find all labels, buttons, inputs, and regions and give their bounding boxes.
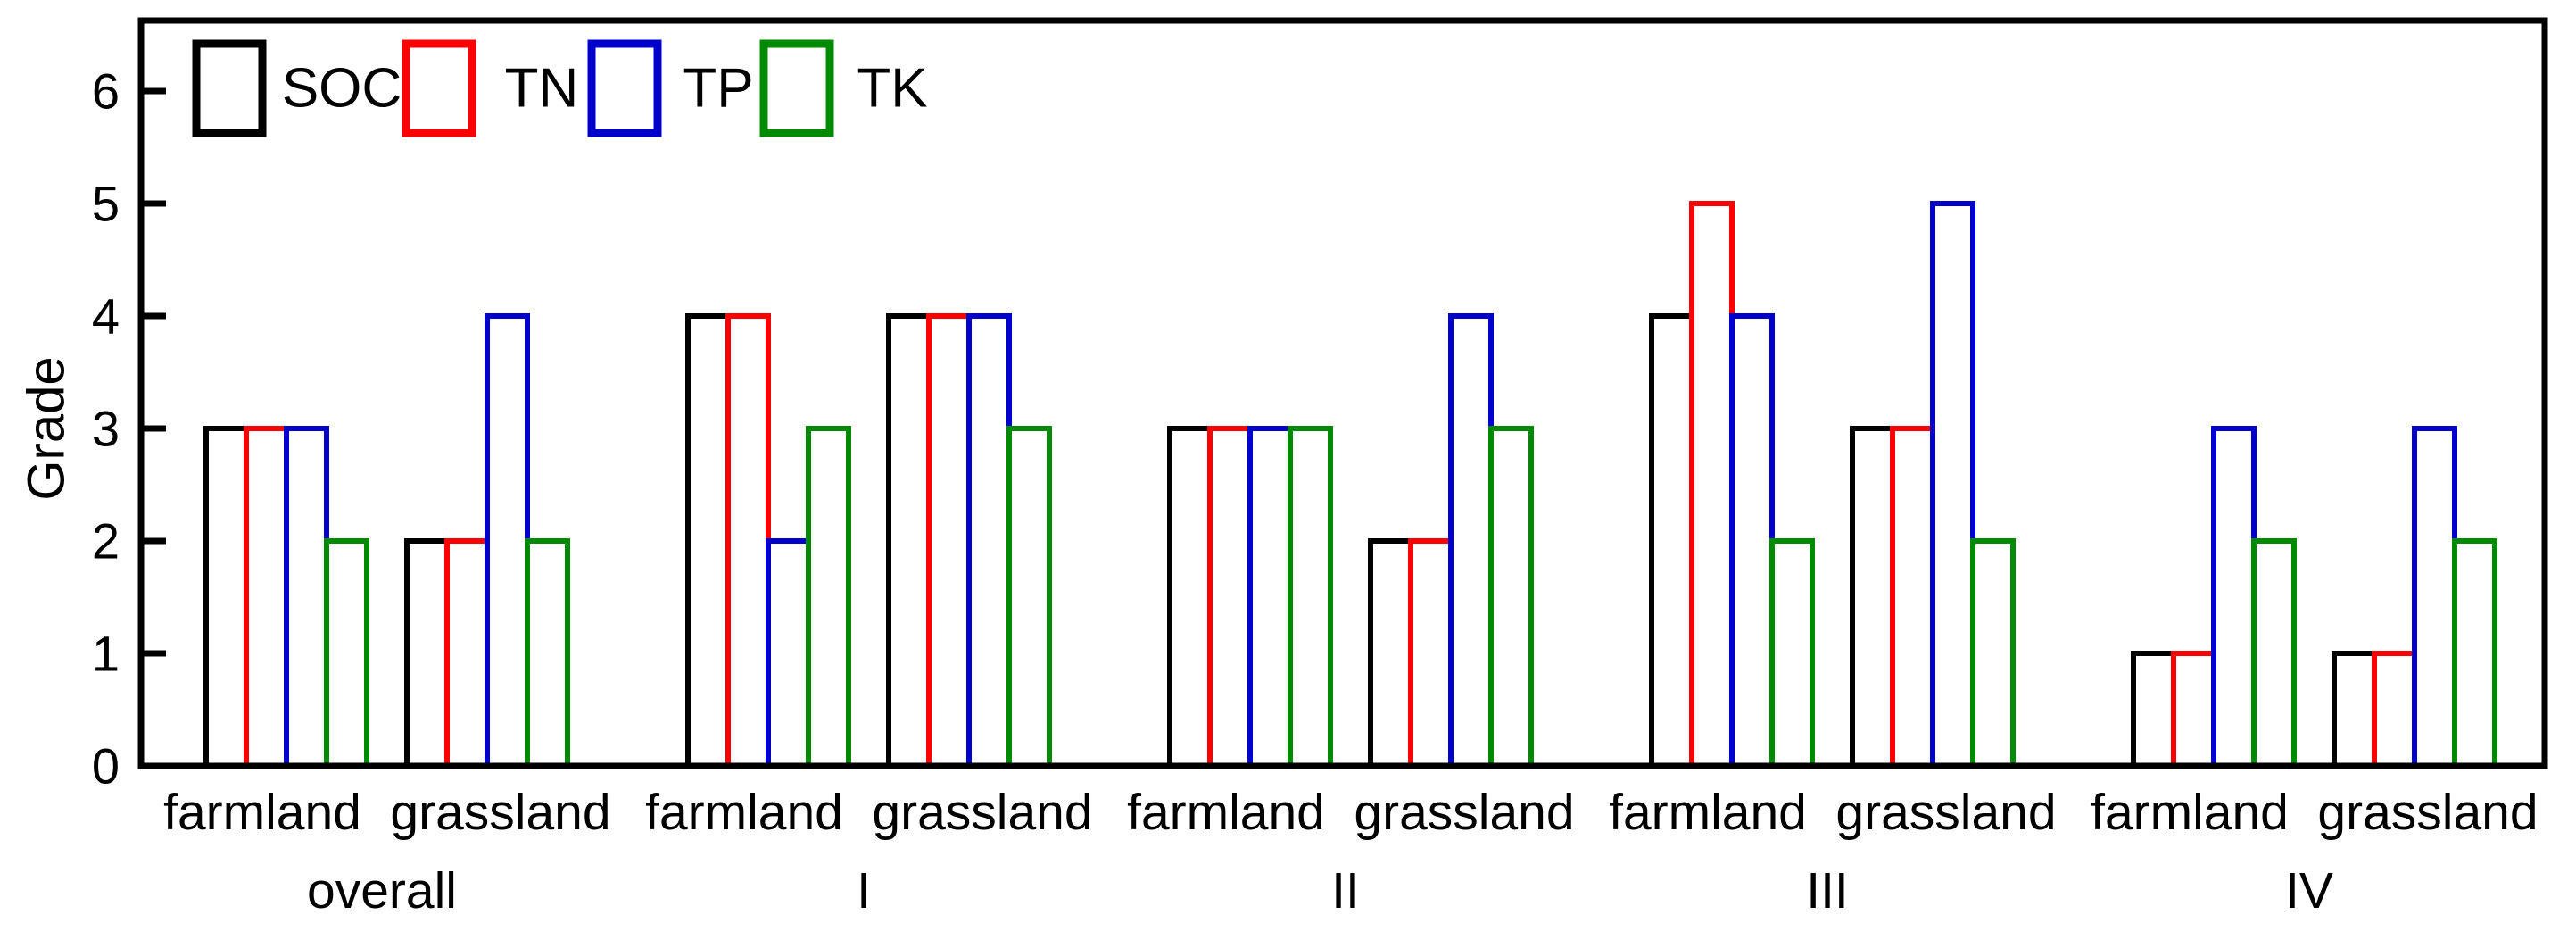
y-tick-label-3: 3 [92, 401, 120, 457]
y-axis-title: Grade [18, 356, 76, 500]
y-tick-label-4: 4 [92, 288, 120, 345]
bar-tk-II-farmland [1288, 426, 1333, 769]
x-label-farmland-I: farmland [645, 784, 843, 841]
bar-soc-I-grassland [886, 313, 932, 769]
bar-tk-I-grassland [1006, 426, 1052, 769]
bar-tk-III-farmland [1769, 538, 1815, 769]
legend-swatch-soc [192, 39, 267, 137]
x-label-grassland-IV: grassland [2317, 784, 2538, 841]
bar-tp-II-farmland [1247, 426, 1293, 769]
bar-tp-IV-grassland [2412, 426, 2457, 769]
x-label-grassland-III: grassland [1835, 784, 2056, 841]
bar-tn-II-farmland [1207, 426, 1253, 769]
x-group-label-IV: IV [2285, 862, 2333, 919]
bar-tk-I-farmland [806, 426, 851, 769]
bar-tp-I-farmland [766, 538, 811, 769]
x-label-farmland-III: farmland [1609, 784, 1807, 841]
legend-label-tk: TK [857, 58, 927, 120]
x-label-farmland-IV: farmland [2091, 784, 2289, 841]
legend-item-tk: TK [759, 39, 928, 137]
x-group-label-overall: overall [307, 862, 457, 919]
x-label-grassland-overall: grassland [390, 784, 610, 841]
legend-item-tn: TN [402, 39, 579, 137]
bar-tp-III-grassland [1930, 201, 1975, 769]
bar-tn-I-grassland [926, 313, 972, 769]
bar-tn-I-farmland [725, 313, 771, 769]
legend-swatch-tk [759, 39, 834, 137]
legend-item-tp: TP [587, 39, 754, 137]
bar-soc-IV-farmland [2131, 651, 2176, 769]
legend-label-tn: TN [505, 58, 579, 120]
bar-soc-overall-farmland [203, 426, 249, 769]
plot-frame [137, 17, 2548, 769]
bar-tk-III-grassland [1970, 538, 2016, 769]
bar-tn-IV-farmland [2171, 651, 2216, 769]
bar-tk-overall-farmland [324, 538, 369, 769]
bar-soc-II-farmland [1167, 426, 1213, 769]
bar-tk-IV-grassland [2452, 538, 2497, 769]
bar-tp-II-grassland [1448, 313, 1494, 769]
y-tick-label-6: 6 [92, 63, 120, 120]
bar-soc-III-farmland [1649, 313, 1694, 769]
legend-label-tp: TP [683, 58, 753, 120]
x-label-farmland-overall: farmland [163, 784, 361, 841]
bar-tk-overall-grassland [525, 538, 570, 769]
y-tick-label-0: 0 [92, 738, 120, 794]
bar-tp-overall-farmland [284, 426, 329, 769]
y-tick-label-5: 5 [92, 176, 120, 232]
bar-tn-III-farmland [1689, 201, 1735, 769]
bar-tp-I-grassland [966, 313, 1012, 769]
bar-soc-I-farmland [685, 313, 731, 769]
x-group-label-II: II [1331, 862, 1360, 919]
bar-tp-IV-farmland [2211, 426, 2257, 769]
x-label-grassland-II: grassland [1354, 784, 1574, 841]
x-label-grassland-I: grassland [872, 784, 1092, 841]
bar-tn-overall-grassland [444, 538, 490, 769]
legend-swatch-tp [587, 39, 662, 137]
bar-soc-overall-grassland [404, 538, 450, 769]
y-tick-label-1: 1 [92, 626, 120, 682]
legend-item-soc: SOC [192, 39, 402, 137]
bar-tn-IV-grassland [2372, 651, 2417, 769]
x-label-farmland-II: farmland [1127, 784, 1325, 841]
x-group-label-I: I [857, 862, 871, 919]
bar-tk-IV-farmland [2251, 538, 2297, 769]
bar-tp-overall-grassland [485, 313, 530, 769]
legend-swatch-tn [402, 39, 476, 137]
bar-tk-II-grassland [1488, 426, 1534, 769]
bar-tn-II-grassland [1408, 538, 1454, 769]
bar-tn-overall-farmland [244, 426, 289, 769]
bar-tp-III-farmland [1729, 313, 1775, 769]
x-group-label-III: III [1806, 862, 1849, 919]
bar-soc-IV-grassland [2332, 651, 2377, 769]
y-tick-label-2: 2 [92, 513, 120, 570]
bar-tn-III-grassland [1890, 426, 1935, 769]
bar-soc-II-grassland [1368, 538, 1413, 769]
legend-label-soc: SOC [282, 58, 402, 120]
bar-soc-III-grassland [1850, 426, 1895, 769]
